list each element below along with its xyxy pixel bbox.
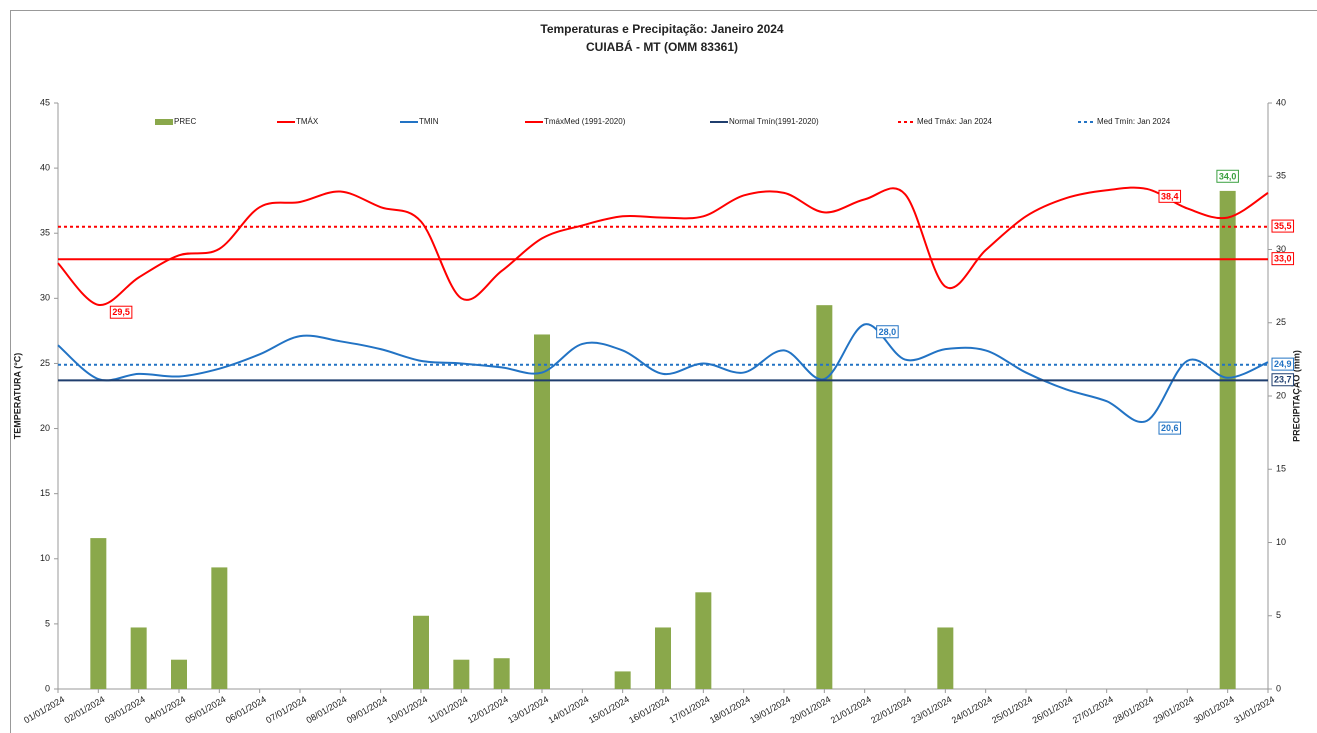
legend-label: TmáxMed (1991-2020) [544, 117, 626, 126]
y2-tick-label: 10 [1276, 537, 1286, 547]
data-label: 33,0 [1274, 254, 1292, 264]
data-label-box [109, 305, 133, 319]
line [57, 186, 1269, 306]
legend-label: Med Tmín: Jan 2024 [1097, 117, 1171, 126]
y-tick-label: 20 [40, 423, 50, 433]
bar [171, 659, 187, 689]
bar [695, 592, 712, 689]
y-axis-title: TEMPERATURA (°C) [12, 353, 22, 440]
legend-label: Med Tmáx: Jan 2024 [917, 117, 993, 126]
bar [413, 615, 429, 689]
bar [90, 538, 107, 689]
data-label-box [1271, 219, 1295, 233]
legend-label: PREC [174, 117, 196, 126]
y2-tick-label: 25 [1276, 317, 1286, 327]
bar [816, 305, 833, 689]
y2-tick-label: 15 [1276, 464, 1286, 474]
y-tick-label: 5 [45, 618, 50, 628]
data-label: 35,5 [1274, 221, 1292, 231]
chart-title: Temperaturas e Precipitação: Janeiro 202… [540, 22, 784, 36]
data-label: 38,4 [1161, 191, 1179, 201]
data-label-box [1271, 357, 1295, 371]
bar [614, 671, 631, 689]
y-tick-label: 40 [40, 162, 50, 172]
bar [493, 658, 510, 689]
data-label-box [876, 325, 899, 339]
bar [534, 334, 550, 689]
y-tick-label: 35 [40, 228, 50, 238]
y2-axis-title: PRECIPITAÇÃO (mm) [1291, 350, 1301, 442]
y2-tick-label: 20 [1276, 390, 1286, 400]
bar [453, 659, 470, 689]
chart-subtitle: CUIABÁ - MT (OMM 83361) [586, 39, 738, 54]
y2-tick-label: 0 [1276, 683, 1281, 693]
bar [655, 627, 671, 689]
y-tick-label: 0 [45, 683, 50, 693]
data-label: 23,7 [1274, 375, 1292, 385]
y-tick-label: 10 [40, 553, 50, 563]
y-tick-label: 30 [40, 293, 50, 303]
data-label-box [1216, 169, 1239, 183]
chart-frame [10, 10, 1317, 733]
data-label-box [1158, 421, 1182, 435]
y2-tick-label: 5 [1276, 610, 1281, 620]
data-label: 29,5 [112, 307, 130, 317]
data-label-box [1158, 189, 1182, 203]
data-label: 28,0 [879, 327, 897, 337]
data-label-box [1271, 373, 1295, 387]
bar [211, 567, 228, 689]
line [57, 323, 1269, 424]
legend-swatch [155, 119, 173, 125]
data-label-box [1271, 252, 1295, 266]
y-tick-label: 25 [40, 358, 50, 368]
y-tick-label: 45 [40, 97, 50, 107]
y2-tick-label: 30 [1276, 244, 1286, 254]
data-label: 34,0 [1219, 171, 1237, 181]
y-tick-label: 15 [40, 488, 50, 498]
legend-label: Normal Tmín(1991-2020) [729, 117, 819, 126]
bar [130, 627, 147, 689]
data-label: 20,6 [1161, 423, 1179, 433]
y2-tick-label: 35 [1276, 171, 1286, 181]
bar [937, 627, 954, 689]
bar [1219, 190, 1236, 689]
y2-tick-label: 40 [1276, 97, 1286, 107]
data-label: 24,9 [1274, 359, 1292, 369]
legend-label: TMÁX [296, 117, 319, 126]
legend-label: TMIN [419, 117, 439, 126]
